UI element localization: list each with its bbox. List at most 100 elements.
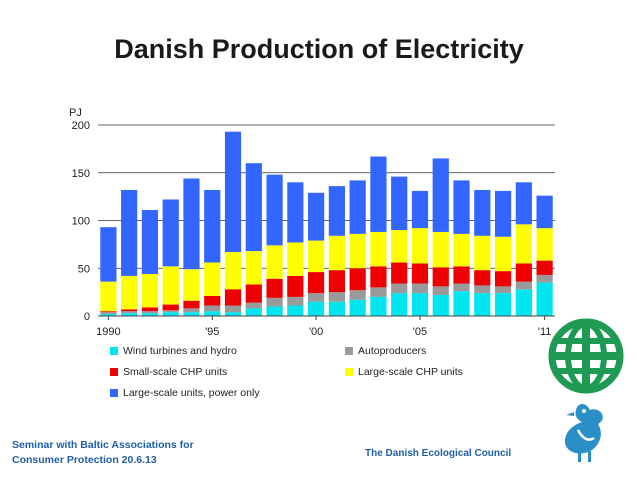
y-tick-label: 200 [72,120,90,132]
bar-1990-series-0 [100,314,117,316]
bar-1999-series-2 [287,275,304,297]
x-tick-label: 1990 [96,326,120,338]
bar-1995-series-3 [204,262,221,296]
bar-2003-series-3 [370,231,387,267]
bar-1990-series-2 [100,311,117,313]
bar-1996-series-4 [224,131,242,253]
bar-1991-series-0 [121,313,138,316]
bar-1993-series-3 [162,266,179,305]
bar-2005-series-3 [411,228,429,264]
bar-1996-series-3 [224,252,242,290]
bar-1994-series-1 [183,308,200,313]
legend-item-wind: Wind turbines and hydro [110,345,237,357]
bar-2002-series-4 [349,180,366,234]
bar-1995-series-2 [204,295,221,306]
bar-1991-series-1 [121,311,138,314]
bar-1998-series-1 [266,297,283,307]
legend-item-small-chp: Small-scale CHP units [110,366,227,378]
bar-2001-series-4 [328,186,345,236]
bar-2000-series-1 [308,293,325,302]
bar-2004-series-1 [391,283,408,294]
bar-2008-series-3 [474,235,491,271]
bar-2001-series-3 [328,235,345,271]
legend-label-wind: Wind turbines and hydro [123,345,237,357]
bar-2011-series-2 [536,260,553,275]
bar-2004-series-2 [391,262,408,284]
bar-1991-series-2 [121,309,138,312]
legend-item-large-power: Large-scale units, power only [110,387,260,399]
bar-1997-series-2 [245,284,262,303]
bar-1994-series-0 [183,312,200,316]
bar-1997-series-0 [245,308,262,316]
y-tick-label: 50 [78,263,90,275]
bar-2010-series-0 [515,289,532,316]
bar-1995-series-4 [204,189,221,263]
legend-item-large-chp: Large-scale CHP units [345,366,463,378]
y-tick-label: 100 [72,216,90,228]
bar-2000-series-2 [308,272,325,294]
bar-1999-series-4 [287,182,304,243]
bar-2006-series-0 [432,294,449,316]
bar-1990-series-4 [100,227,117,282]
y-tick-label: 150 [72,168,90,180]
bar-2011-series-1 [536,274,553,283]
bar-2001-series-2 [328,270,345,293]
bar-1993-series-4 [162,199,179,267]
bar-1997-series-1 [245,302,262,309]
bar-1998-series-0 [266,306,283,316]
x-tick-label: '05 [413,326,427,338]
bar-1995-series-1 [204,305,221,312]
x-tick-label: '00 [309,326,323,338]
legend-swatch-large-chp [345,368,353,376]
bar-1992-series-2 [141,307,159,312]
bar-1991-series-3 [121,275,138,310]
bar-2000-series-0 [308,301,325,316]
bar-1990-series-3 [100,281,117,312]
bar-2011-series-4 [536,195,553,229]
bar-1999-series-0 [287,305,304,316]
bar-2010-series-3 [515,224,532,264]
x-tick-label: '11 [538,326,552,338]
bar-2005-series-4 [411,190,429,229]
bar-2000-series-4 [308,192,325,241]
bar-2002-series-1 [349,290,366,300]
bar-2007-series-1 [453,283,470,292]
legend-label-large-chp: Large-scale CHP units [358,366,463,378]
legend-label-large-power: Large-scale units, power only [123,387,260,399]
bar-2004-series-0 [391,293,408,316]
bar-1993-series-1 [162,310,179,313]
bar-1993-series-0 [162,312,179,316]
bar-2007-series-2 [453,266,470,284]
legend-swatch-large-power [110,389,118,397]
x-tick-label: '95 [205,326,219,338]
organization-footer: The Danish Ecological Council [365,448,512,459]
ecological-council-logo-icon [548,318,624,462]
bar-1997-series-3 [245,251,262,285]
bar-1992-series-4 [141,209,159,274]
bar-2003-series-4 [370,156,387,232]
bar-2005-series-1 [411,283,429,294]
bar-2009-series-4 [494,190,512,237]
bar-1992-series-3 [141,273,159,308]
bar-2001-series-0 [328,301,345,316]
bar-1998-series-4 [266,174,283,246]
bar-2008-series-2 [474,270,491,286]
legend-label-autoproducers: Autoproducers [358,345,427,357]
bar-2009-series-3 [494,236,512,272]
bar-1992-series-0 [141,313,159,316]
bar-2002-series-2 [349,268,366,291]
bar-2006-series-2 [432,267,449,287]
bar-1998-series-2 [266,278,283,298]
legend-swatch-wind [110,347,118,355]
bar-2010-series-2 [515,263,532,282]
seminar-footer: Seminar with Baltic Associations for Con… [12,438,194,468]
bar-1995-series-0 [204,311,221,316]
bar-2005-series-0 [411,293,429,316]
bar-2004-series-3 [391,230,408,263]
bar-2008-series-0 [474,293,491,316]
bar-2007-series-3 [453,233,470,267]
bar-2002-series-0 [349,299,366,316]
bar-2005-series-2 [411,263,429,284]
y-axis-label: PJ [69,107,82,119]
